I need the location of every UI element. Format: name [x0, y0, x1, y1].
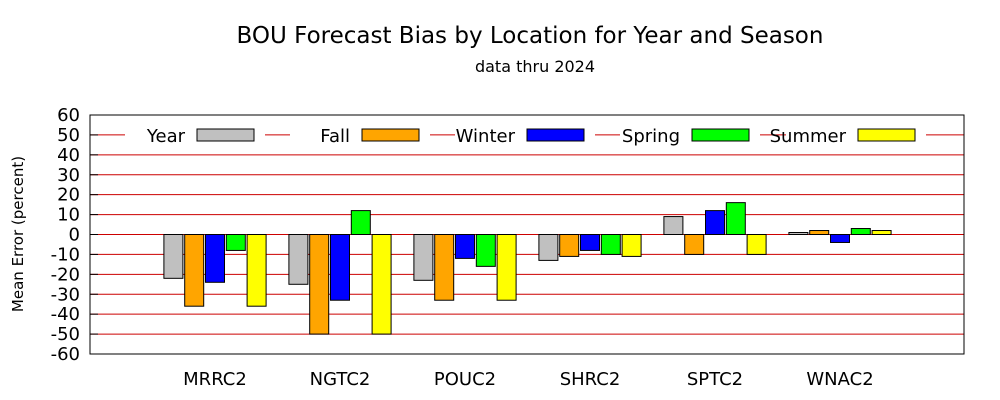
y-tick-label: -60 — [51, 344, 80, 365]
bar-pouc2-winter — [455, 234, 475, 259]
bar-mrrc2-winter — [205, 234, 225, 283]
bar-sptc2-year — [663, 216, 684, 235]
y-tick-label: -30 — [51, 284, 80, 305]
y-tick-label: -40 — [51, 304, 80, 325]
bar-shrc2-summer — [621, 234, 642, 257]
legend: Year Fall Winter Spring Summer — [125, 124, 926, 147]
bar-shrc2-spring — [600, 234, 621, 255]
category-label: POUC2 — [434, 369, 496, 390]
category-label: MRRC2 — [183, 369, 247, 390]
bar-pouc2-spring — [475, 234, 496, 267]
legend-label: Summer — [770, 126, 847, 147]
y-axis-label: Mean Error (percent) — [9, 156, 27, 312]
y-tick-label: 50 — [57, 125, 80, 146]
bar-sptc2-fall — [684, 234, 705, 255]
bar-shrc2-year — [538, 234, 559, 261]
legend-swatch-year — [196, 128, 255, 142]
y-tick-label: 0 — [69, 225, 80, 246]
bar-wnac2-winter — [830, 234, 850, 243]
y-tick-label: 30 — [57, 165, 80, 186]
bar-ngtc2-summer — [371, 234, 392, 335]
bar-wnac2-year — [788, 232, 809, 235]
category-label: SPTC2 — [687, 369, 743, 390]
legend-swatch-spring — [691, 128, 750, 142]
y-tick-label: 20 — [57, 185, 80, 206]
bar-pouc2-year — [413, 234, 434, 281]
bars-layer — [163, 202, 892, 335]
y-tick-label: -10 — [51, 244, 80, 265]
y-tick-label: -20 — [51, 264, 80, 285]
bar-sptc2-winter — [705, 210, 725, 236]
bar-ngtc2-winter — [330, 234, 350, 301]
bar-ngtc2-fall — [309, 234, 330, 335]
y-tick-label: -50 — [51, 324, 80, 345]
y-tick-label: 60 — [57, 105, 80, 126]
x-axis-categories: MRRC2 NGTC2 POUC2 SHRC2 SPTC2 WNAC2 — [183, 369, 873, 390]
y-tick-label: 40 — [57, 145, 80, 166]
bar-pouc2-summer — [496, 234, 517, 301]
bar-mrrc2-year — [163, 234, 184, 279]
category-label: SHRC2 — [560, 369, 621, 390]
bar-pouc2-fall — [434, 234, 455, 301]
legend-label: Year — [146, 126, 186, 147]
bar-ngtc2-year — [288, 234, 309, 285]
bar-wnac2-spring — [850, 228, 871, 235]
y-tick-label: 10 — [57, 205, 80, 226]
bar-ngtc2-spring — [350, 210, 371, 236]
bar-shrc2-winter — [580, 234, 600, 251]
category-label: WNAC2 — [806, 369, 873, 390]
legend-label: Fall — [320, 126, 350, 147]
bar-sptc2-spring — [725, 202, 746, 235]
legend-swatch-winter — [526, 128, 585, 142]
legend-label: Spring — [622, 126, 680, 147]
bar-shrc2-fall — [559, 234, 580, 257]
bar-mrrc2-spring — [225, 234, 246, 251]
plot-frame — [89, 114, 965, 355]
bar-wnac2-fall — [809, 230, 830, 235]
bar-wnac2-summer — [871, 230, 892, 235]
bar-mrrc2-fall — [184, 234, 205, 307]
bar-sptc2-summer — [746, 234, 767, 255]
legend-swatch-summer — [857, 128, 916, 142]
chart-title: BOU Forecast Bias by Location for Year a… — [237, 23, 824, 49]
legend-swatch-fall — [361, 128, 420, 142]
chart-subtitle: data thru 2024 — [475, 57, 595, 76]
legend-label: Winter — [456, 126, 516, 147]
bar-mrrc2-summer — [246, 234, 267, 307]
category-label: NGTC2 — [310, 369, 371, 390]
